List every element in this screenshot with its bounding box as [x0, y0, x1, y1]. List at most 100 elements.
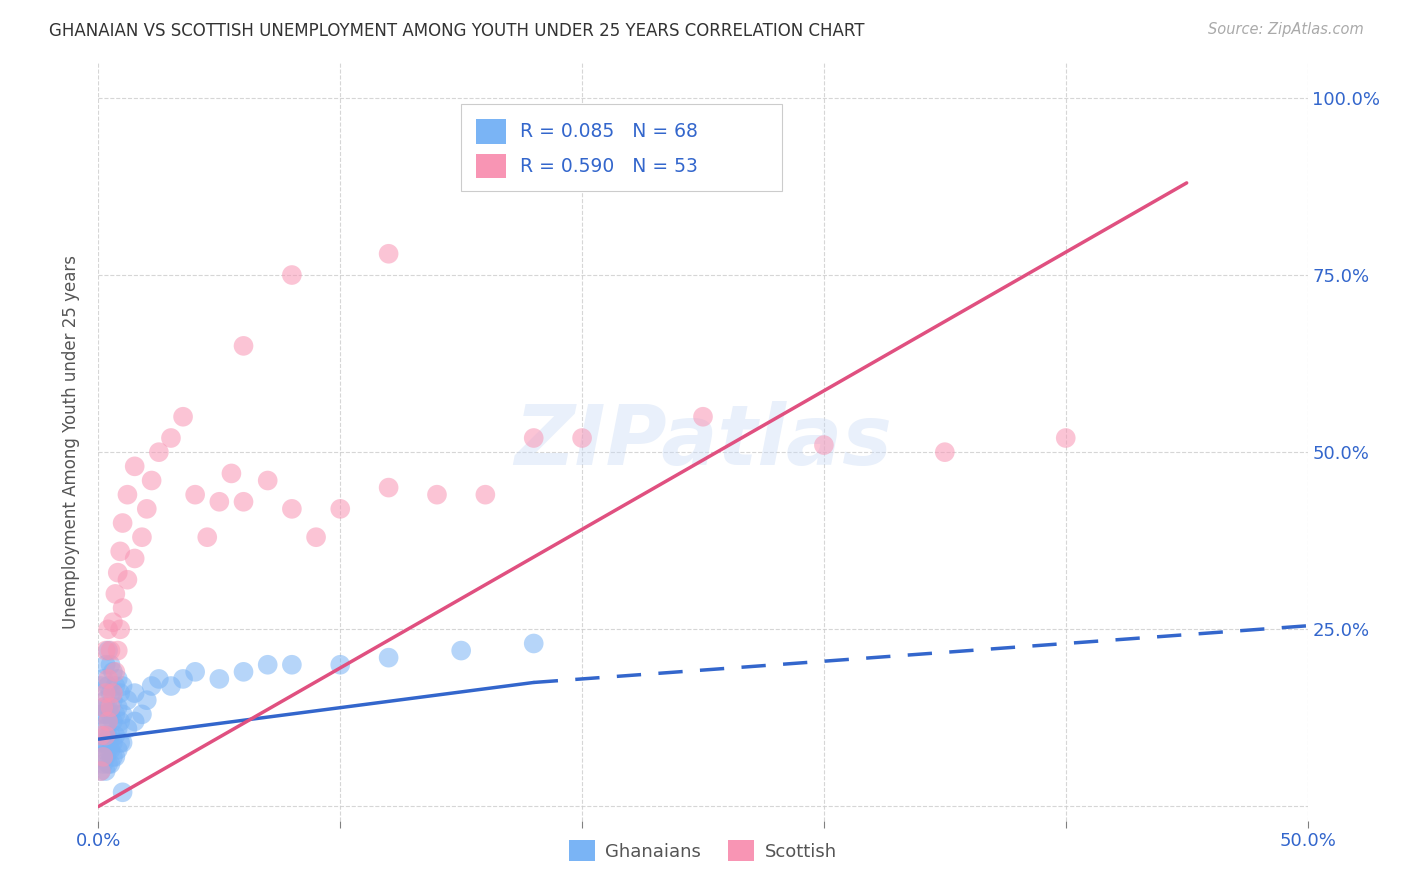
Point — [474, 488, 496, 502]
Point — [108, 736, 131, 750]
Point — [94, 643, 117, 657]
Point — [104, 750, 127, 764]
Point — [184, 665, 207, 679]
FancyBboxPatch shape — [475, 154, 506, 178]
Point — [184, 488, 207, 502]
Point — [91, 700, 114, 714]
Point — [91, 672, 114, 686]
Point — [111, 601, 134, 615]
FancyBboxPatch shape — [475, 120, 506, 144]
Point — [104, 665, 127, 679]
Point — [101, 750, 124, 764]
Point — [91, 729, 114, 743]
Point — [90, 729, 112, 743]
Point — [117, 488, 139, 502]
Point — [111, 785, 134, 799]
Point — [91, 700, 114, 714]
Point — [97, 643, 120, 657]
Point — [90, 764, 112, 778]
Point — [101, 665, 124, 679]
Point — [141, 474, 163, 488]
Point — [104, 587, 127, 601]
Point — [94, 707, 117, 722]
Point — [94, 750, 117, 764]
Point — [148, 445, 170, 459]
Point — [377, 246, 399, 260]
Point — [135, 501, 157, 516]
Point — [124, 686, 146, 700]
Point — [104, 707, 127, 722]
Point — [329, 657, 352, 672]
Point — [111, 707, 134, 722]
Point — [281, 657, 304, 672]
Point — [111, 516, 134, 530]
Point — [101, 686, 124, 700]
Point — [107, 722, 129, 736]
Point — [450, 643, 472, 657]
Point — [94, 764, 117, 778]
Text: Source: ZipAtlas.com: Source: ZipAtlas.com — [1208, 22, 1364, 37]
Point — [91, 743, 114, 757]
Point — [172, 409, 194, 424]
Point — [97, 700, 120, 714]
Point — [377, 650, 399, 665]
Point — [100, 700, 122, 714]
Point — [329, 501, 352, 516]
Text: GHANAIAN VS SCOTTISH UNEMPLOYMENT AMONG YOUTH UNDER 25 YEARS CORRELATION CHART: GHANAIAN VS SCOTTISH UNEMPLOYMENT AMONG … — [49, 22, 865, 40]
Text: ZIPatlas: ZIPatlas — [515, 401, 891, 482]
Point — [90, 679, 112, 693]
Point — [108, 686, 131, 700]
Point — [692, 409, 714, 424]
Point — [124, 714, 146, 729]
Y-axis label: Unemployment Among Youth under 25 years: Unemployment Among Youth under 25 years — [62, 254, 80, 629]
Point — [97, 756, 120, 771]
Point — [91, 750, 114, 764]
Point — [97, 679, 120, 693]
Point — [124, 551, 146, 566]
Point — [101, 714, 124, 729]
Point — [117, 693, 139, 707]
Point — [160, 679, 183, 693]
Point — [101, 736, 124, 750]
Point — [97, 623, 120, 637]
Point — [97, 743, 120, 757]
Point — [94, 686, 117, 700]
Point — [94, 729, 117, 743]
Point — [104, 679, 127, 693]
Point — [100, 729, 122, 743]
Point — [107, 700, 129, 714]
Point — [208, 672, 231, 686]
Point — [111, 736, 134, 750]
Point — [160, 431, 183, 445]
Point — [221, 467, 243, 481]
Point — [101, 615, 124, 630]
Point — [281, 501, 304, 516]
Point — [377, 481, 399, 495]
Point — [232, 339, 254, 353]
Point — [256, 657, 278, 672]
Point — [135, 693, 157, 707]
Point — [100, 756, 122, 771]
Point — [117, 722, 139, 736]
Point — [90, 707, 112, 722]
Point — [104, 729, 127, 743]
Point — [117, 573, 139, 587]
Point — [131, 707, 153, 722]
Point — [195, 530, 218, 544]
Point — [100, 657, 122, 672]
Point — [111, 679, 134, 693]
Point — [100, 686, 122, 700]
Point — [281, 268, 304, 282]
Point — [101, 693, 124, 707]
Point — [232, 495, 254, 509]
Point — [107, 743, 129, 757]
Point — [90, 764, 112, 778]
Point — [97, 714, 120, 729]
Point — [91, 756, 114, 771]
Legend: Ghanaians, Scottish: Ghanaians, Scottish — [562, 833, 844, 869]
Point — [94, 722, 117, 736]
Point — [97, 729, 120, 743]
Point — [148, 672, 170, 686]
Point — [108, 714, 131, 729]
Point — [256, 474, 278, 488]
